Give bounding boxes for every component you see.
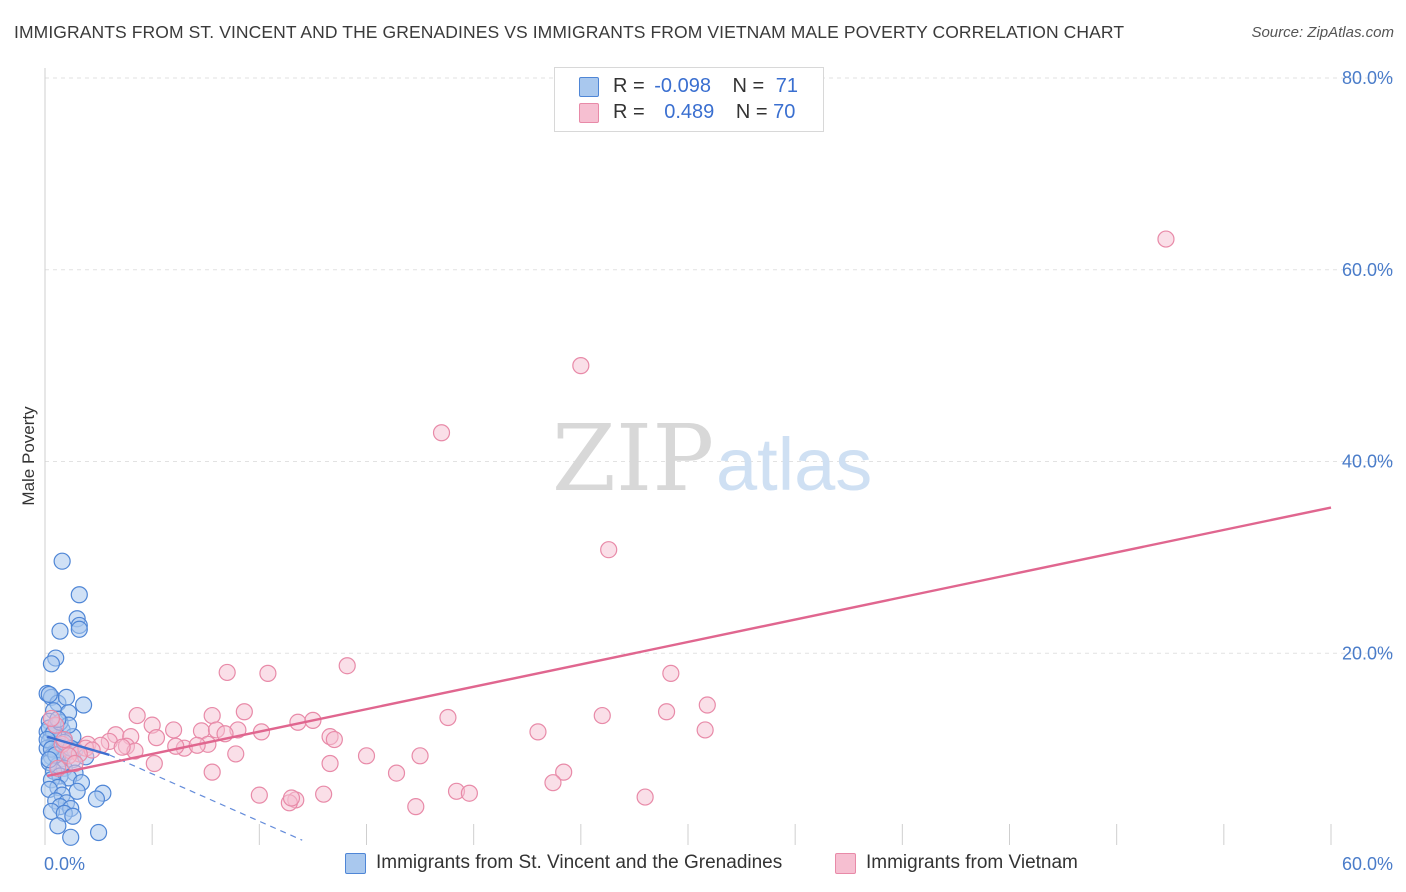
data-point-pink (147, 729, 166, 747)
y-tick-label: 60.0% (1342, 260, 1393, 280)
data-point-pink (325, 730, 343, 749)
data-point-pink (657, 703, 676, 721)
legend-n-value: 70 (773, 101, 796, 123)
correlation-legend: R = -0.098 N = 71 R = 0.489 N = 70 (554, 67, 824, 132)
watermark-zip: ZIP (552, 405, 714, 512)
data-point-pink (439, 708, 457, 727)
trend-lines (46, 506, 1332, 778)
data-point-blue (62, 828, 80, 846)
legend-n-label: N = (732, 75, 765, 97)
legend-r-value: 0.489 (664, 101, 715, 123)
data-point-pink (315, 785, 333, 803)
data-point-blue (53, 552, 71, 570)
data-point-pink (407, 798, 425, 816)
data-point-pink (411, 747, 429, 765)
bottom-legend-label-blue: Immigrants from St. Vincent and the Gren… (376, 852, 783, 873)
data-point-pink (250, 786, 268, 804)
data-point-pink (145, 754, 163, 773)
data-point-pink (432, 424, 451, 442)
y-tick-label: 40.0% (1342, 452, 1393, 472)
trend-extension-layer (109, 754, 303, 841)
tick-labels: 20.0% 40.0% 60.0% 80.0% 0.0% 60.0% (44, 68, 1393, 874)
data-point-pink (203, 706, 221, 725)
data-point-blue (89, 823, 108, 842)
data-point-pink (636, 788, 654, 806)
data-point-pink (113, 738, 131, 756)
source-label: Source: ZipAtlas.com (1251, 24, 1394, 41)
data-point-pink (128, 706, 146, 725)
series-pink-points (42, 230, 1175, 816)
data-point-pink (600, 541, 618, 559)
legend-r-value: -0.098 (654, 75, 711, 97)
data-point-pink (696, 721, 714, 739)
data-point-blue (74, 696, 93, 714)
data-point-blue (40, 685, 58, 704)
series-blue-points (38, 552, 112, 846)
data-point-pink (165, 721, 183, 739)
legend-n-value: 71 (775, 75, 799, 97)
x-tick-label: 60.0% (1342, 854, 1393, 874)
data-point-blue (49, 817, 67, 835)
legend-swatch-pink (579, 103, 599, 123)
data-point-pink (66, 754, 84, 773)
data-point-pink (282, 789, 301, 807)
legend-r-label: R = (613, 75, 645, 97)
trend-extension-blue (109, 754, 303, 841)
bottom-legend-label-pink: Immigrants from Vietnam (866, 852, 1078, 873)
data-point-pink (1157, 230, 1175, 248)
data-point-pink (235, 703, 253, 721)
data-point-pink (357, 747, 376, 765)
data-point-pink (227, 745, 245, 763)
grid-lines (45, 77, 1393, 654)
legend-swatch-blue (579, 77, 599, 97)
trend-line-pink (46, 506, 1332, 778)
data-point-blue (42, 655, 61, 673)
data-point-pink (218, 663, 236, 682)
legend-n-label: N = (735, 101, 768, 123)
data-point-blue (64, 807, 82, 825)
data-point-pink (555, 763, 573, 781)
data-point-pink (698, 696, 716, 714)
data-point-pink (572, 357, 590, 375)
data-point-pink (662, 664, 680, 682)
data-point-pink (460, 784, 478, 802)
legend-text-blue: R = -0.098 N = 71 (613, 75, 798, 98)
legend-text-pink: R = 0.489 N = 70 (613, 101, 795, 124)
data-point-pink (593, 706, 611, 725)
y-tick-label: 20.0% (1342, 643, 1393, 663)
data-point-blue (51, 622, 69, 640)
y-tick-label: 80.0% (1342, 68, 1393, 88)
chart-title: IMMIGRANTS FROM ST. VINCENT AND THE GREN… (14, 22, 1125, 42)
data-point-pink (338, 657, 356, 675)
data-point-pink (321, 754, 339, 773)
data-point-pink (167, 737, 185, 755)
bottom-legend-swatch-pink (835, 853, 856, 874)
data-point-pink (259, 664, 277, 682)
data-point-blue (70, 586, 88, 604)
data-point-pink (42, 709, 61, 728)
bottom-legend-swatch-blue (345, 853, 366, 874)
data-point-blue (87, 790, 106, 808)
data-point-pink (529, 723, 547, 741)
watermark: ZIP atlas (552, 405, 872, 512)
data-point-pink (387, 764, 406, 782)
data-point-pink (203, 763, 221, 781)
data-point-blue (57, 688, 76, 706)
data-point-pink (544, 774, 562, 792)
legend-r-label: R = (613, 101, 645, 123)
trend-line-blue (46, 735, 110, 757)
data-point-blue (70, 620, 88, 638)
y-axis-label: Male Poverty (19, 406, 38, 506)
watermark-atlas: atlas (716, 423, 872, 506)
x-tick-label: 0.0% (44, 854, 85, 874)
